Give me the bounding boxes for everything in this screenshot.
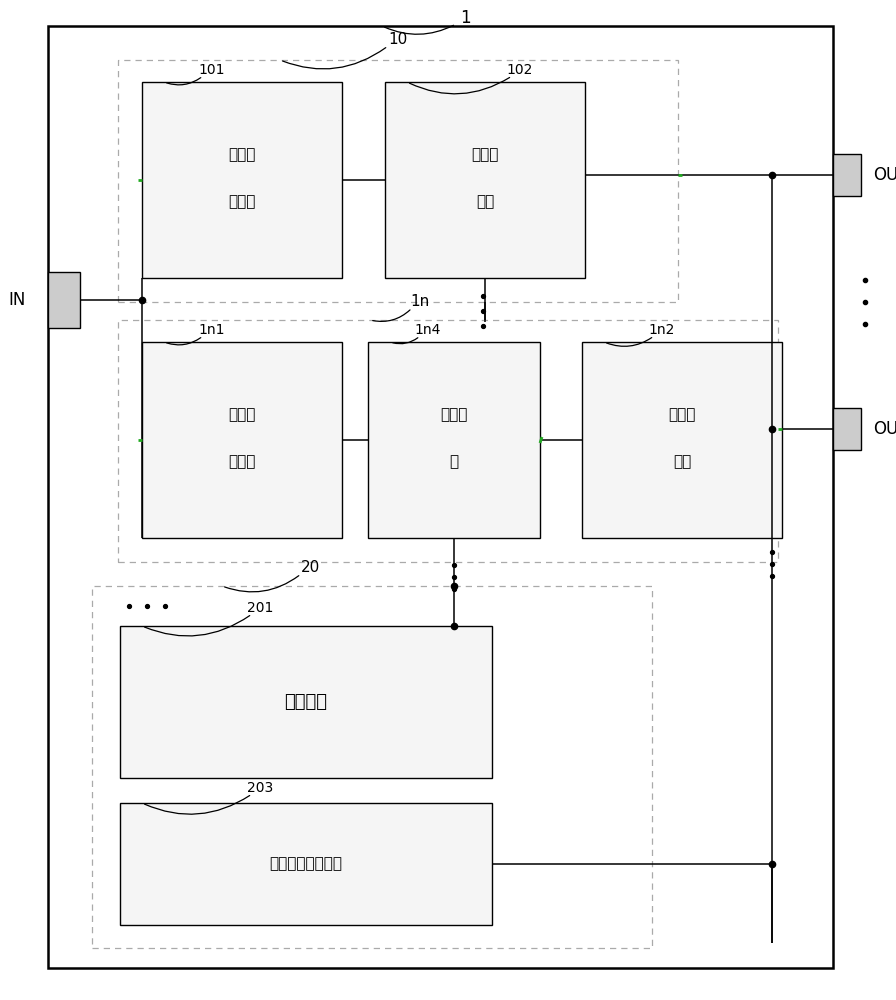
Text: 锁相环: 锁相环 (668, 408, 695, 422)
Text: 1n2: 1n2 (649, 323, 676, 337)
Text: 触发单元: 触发单元 (285, 693, 328, 711)
Text: 1n: 1n (410, 294, 429, 310)
Text: 102: 102 (507, 63, 533, 77)
Bar (385, 82, 585, 278)
Text: 合路电: 合路电 (440, 408, 468, 422)
Text: 整电路: 整电路 (228, 194, 255, 210)
Text: OUT1: OUT1 (873, 166, 896, 184)
Text: 1n4: 1n4 (415, 323, 441, 337)
Bar (118, 60, 678, 302)
Bar (833, 408, 861, 450)
Text: 路: 路 (450, 454, 459, 470)
Bar (120, 626, 492, 778)
Text: 10: 10 (388, 32, 408, 47)
Text: 锁相环: 锁相环 (471, 148, 499, 163)
Text: 电路: 电路 (476, 194, 494, 210)
Bar (142, 342, 342, 538)
Bar (368, 342, 540, 538)
Bar (120, 803, 492, 925)
Bar (118, 320, 778, 562)
Bar (92, 586, 652, 948)
Bar (833, 154, 861, 196)
Text: 20: 20 (300, 560, 320, 576)
Text: IN: IN (9, 291, 26, 309)
Bar (582, 342, 782, 538)
Text: 1n1: 1n1 (199, 323, 225, 337)
Text: 201: 201 (246, 601, 273, 615)
Text: 电路: 电路 (673, 454, 691, 470)
Text: 203: 203 (247, 781, 273, 795)
Text: OUTn: OUTn (873, 420, 896, 438)
Text: 频率调: 频率调 (228, 408, 255, 422)
Text: 频率调: 频率调 (228, 148, 255, 163)
Text: 101: 101 (199, 63, 225, 77)
Text: 1: 1 (460, 9, 470, 27)
Bar (48, 26, 833, 968)
Bar (48, 272, 80, 328)
Bar (142, 82, 342, 278)
Text: 合路信号提供单元: 合路信号提供单元 (270, 856, 342, 871)
Text: 整电路: 整电路 (228, 454, 255, 470)
